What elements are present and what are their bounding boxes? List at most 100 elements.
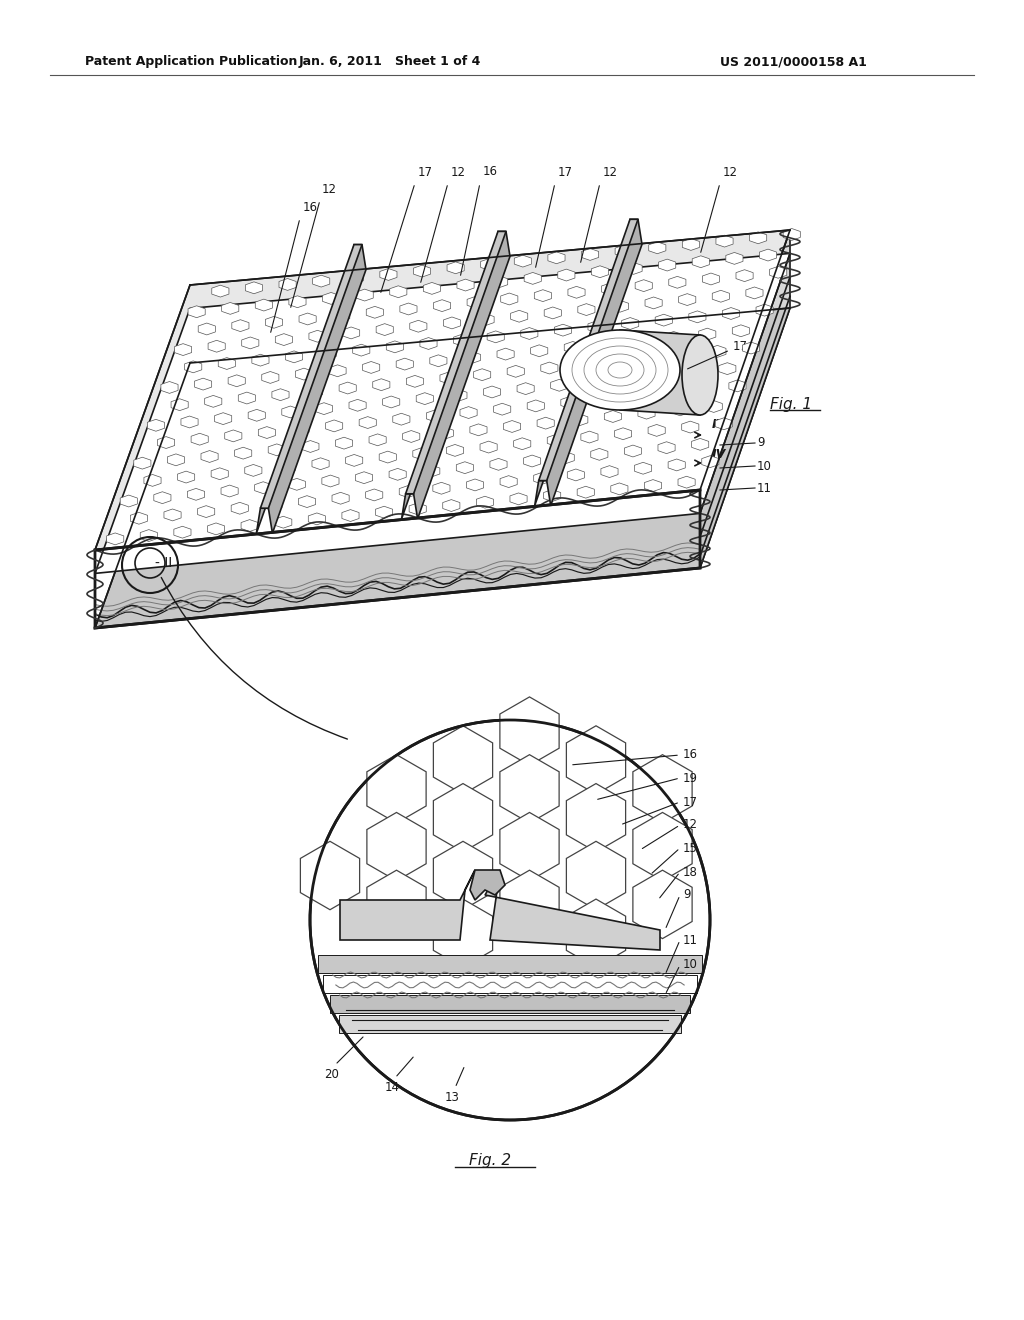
Polygon shape [433,300,451,312]
Polygon shape [682,421,698,433]
Polygon shape [208,523,224,535]
Polygon shape [692,256,710,268]
Polygon shape [702,273,720,285]
Polygon shape [719,363,736,375]
Polygon shape [373,379,390,391]
Polygon shape [191,433,208,445]
Polygon shape [390,286,407,298]
Polygon shape [480,259,498,271]
Polygon shape [476,496,494,508]
Polygon shape [770,267,786,279]
Polygon shape [433,784,493,851]
Ellipse shape [682,335,718,414]
Polygon shape [698,329,716,341]
Polygon shape [742,342,760,354]
Polygon shape [460,407,477,418]
Polygon shape [367,870,426,939]
Polygon shape [174,343,191,355]
Polygon shape [610,483,628,495]
Polygon shape [524,272,542,284]
Polygon shape [501,293,518,305]
Polygon shape [500,697,559,766]
Polygon shape [349,400,367,412]
Polygon shape [433,726,493,795]
Text: 17: 17 [558,166,573,180]
Text: 19: 19 [683,771,698,784]
Polygon shape [356,289,374,301]
Polygon shape [601,466,618,478]
Polygon shape [144,474,161,486]
Polygon shape [678,477,695,488]
Polygon shape [308,513,326,525]
Polygon shape [500,475,517,487]
Polygon shape [208,341,225,352]
Polygon shape [164,510,181,521]
Polygon shape [662,387,679,399]
Polygon shape [224,430,242,442]
Polygon shape [470,424,487,436]
Polygon shape [292,424,309,436]
Polygon shape [171,399,188,411]
Polygon shape [134,457,151,469]
Polygon shape [95,253,790,573]
Polygon shape [538,417,554,429]
Polygon shape [644,479,662,491]
Text: US 2011/0000158 A1: US 2011/0000158 A1 [720,55,867,69]
Polygon shape [258,426,275,438]
Polygon shape [262,371,279,383]
Polygon shape [480,441,498,453]
Polygon shape [329,364,346,376]
Polygon shape [614,428,632,440]
Polygon shape [423,465,440,477]
Polygon shape [645,297,663,309]
Polygon shape [312,458,329,470]
Polygon shape [443,317,461,329]
Polygon shape [95,230,790,550]
Polygon shape [494,404,511,416]
Text: 12: 12 [683,818,698,832]
Polygon shape [497,348,514,360]
Polygon shape [295,368,312,380]
Polygon shape [289,296,306,308]
Polygon shape [255,300,272,312]
Polygon shape [635,462,651,474]
Polygon shape [554,325,571,337]
Text: Fig. 2: Fig. 2 [469,1152,511,1167]
Polygon shape [604,411,622,422]
Polygon shape [539,219,638,480]
Polygon shape [750,232,767,244]
Polygon shape [566,726,626,795]
Polygon shape [658,442,675,454]
Text: IV: IV [712,418,726,432]
Polygon shape [248,409,265,421]
Polygon shape [625,263,642,275]
Polygon shape [601,282,618,294]
Polygon shape [485,870,660,950]
Polygon shape [450,389,467,401]
Text: 13: 13 [444,1092,460,1104]
Polygon shape [352,345,370,356]
Polygon shape [367,812,426,880]
Polygon shape [544,490,561,502]
Text: 17: 17 [683,796,698,808]
Polygon shape [367,306,383,318]
Polygon shape [401,231,510,519]
Text: 16: 16 [303,201,318,214]
Polygon shape [541,362,558,374]
Polygon shape [309,330,326,342]
Polygon shape [298,495,315,507]
Polygon shape [177,471,195,483]
Text: Patent Application Publication: Patent Application Publication [85,55,297,69]
Polygon shape [414,265,431,277]
Polygon shape [722,308,739,319]
Polygon shape [272,389,289,401]
Text: - II: - II [155,556,172,570]
Polygon shape [713,290,729,302]
Polygon shape [500,870,559,939]
Polygon shape [632,335,648,347]
Polygon shape [517,383,535,395]
Polygon shape [184,360,202,372]
Polygon shape [231,319,249,331]
Polygon shape [410,503,426,515]
Polygon shape [245,465,262,477]
